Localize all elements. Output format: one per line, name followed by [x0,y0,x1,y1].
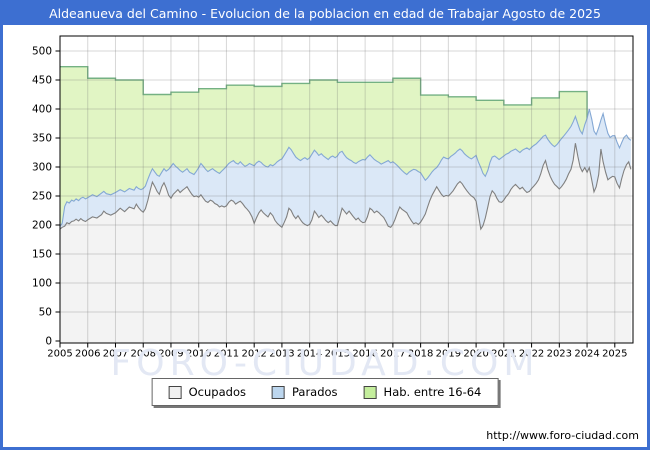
svg-text:2010: 2010 [186,349,211,360]
svg-text:2012: 2012 [241,349,266,360]
svg-text:2020: 2020 [463,349,488,360]
svg-text:2022: 2022 [519,349,544,360]
x-axis-labels: 2005 2006 2007 2008 2009 2010 2011 2012 2013 2014… [47,349,627,360]
website-url: http://www.foro-ciudad.com [486,429,639,442]
svg-text:2014: 2014 [297,349,322,360]
ocupados-line [59,143,632,231]
legend-swatch [271,385,285,399]
svg-text:250: 250 [32,191,52,203]
plot-border [59,35,634,344]
foro-ciudad-watermark: FORO-CIUDAD.COM [110,343,540,384]
legend-swatch [363,385,377,399]
svg-text:2023: 2023 [547,349,572,360]
svg-text:2025: 2025 [602,349,627,360]
legend-swatch [168,385,182,399]
legend-item-hab-entre-16-64: Hab. entre 16-64 [363,385,482,399]
gridlines [60,36,633,343]
svg-text:2021: 2021 [491,349,516,360]
svg-text:2006: 2006 [75,349,100,360]
svg-text:2017: 2017 [380,349,405,360]
legend-label: Hab. entre 16-64 [383,385,482,399]
hab-16-64-line [60,65,588,343]
ocupados-area [60,143,631,343]
parados-line [59,108,632,228]
svg-text:2015: 2015 [325,349,350,360]
svg-text:2024: 2024 [574,349,599,360]
axis-ticks [55,50,616,348]
chart-legend: Ocupados Parados Hab. entre 16-64 [151,378,499,406]
chart-title-bar: Aldeanueva del Camino - Evolucion de la … [3,3,647,25]
svg-text:2013: 2013 [269,349,294,360]
svg-text:500: 500 [32,46,52,58]
y-axis-labels: 0 50 100 150 200 250 300 350 400 450 500 [32,46,52,348]
svg-text:450: 450 [32,75,52,87]
legend-item-parados: Parados [271,385,338,399]
svg-text:0: 0 [45,336,52,348]
svg-text:2011: 2011 [214,349,239,360]
svg-text:2007: 2007 [103,349,128,360]
svg-text:2019: 2019 [436,349,461,360]
svg-text:400: 400 [32,104,52,116]
chart-area: 0 50 100 150 200 250 300 350 400 450 500 2005 2006 20… [3,25,647,447]
svg-text:2016: 2016 [352,349,377,360]
svg-text:150: 150 [32,249,52,261]
svg-text:2008: 2008 [130,349,155,360]
svg-text:100: 100 [32,278,52,290]
svg-text:2009: 2009 [158,349,183,360]
svg-text:200: 200 [32,220,52,232]
svg-text:350: 350 [32,133,52,145]
svg-text:2005: 2005 [47,349,72,360]
legend-label: Parados [291,385,338,399]
svg-text:2018: 2018 [408,349,433,360]
legend-item-ocupados: Ocupados [168,385,246,399]
legend-label: Ocupados [188,385,246,399]
svg-text:50: 50 [39,307,52,319]
svg-text:300: 300 [32,162,52,174]
